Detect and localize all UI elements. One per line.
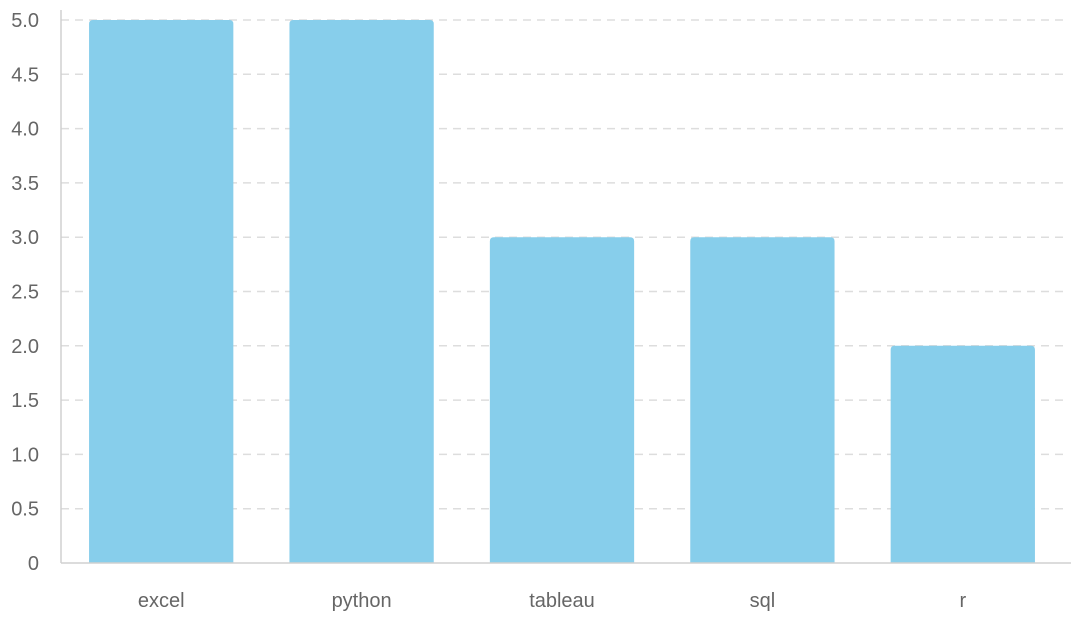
y-axis-ticks: 0 0.5 1.0 1.5 2.0 2.5 3.0 3.5 4.0 4.5 5.0: [11, 10, 39, 575]
axes: [60, 10, 1071, 564]
y-tick-label: 2.0: [11, 336, 39, 358]
y-tick-label: 1.5: [11, 390, 39, 412]
bars: [89, 20, 1035, 563]
bar-sql[interactable]: [690, 237, 835, 563]
bar-excel[interactable]: [89, 20, 234, 563]
x-tick-label: python: [332, 590, 392, 612]
y-tick-label: 3.0: [11, 227, 39, 249]
y-tick-label: 1.0: [11, 444, 39, 466]
bar-tableau[interactable]: [489, 237, 635, 563]
y-tick-label: 2.5: [11, 282, 39, 304]
x-tick-label: tableau: [529, 590, 595, 612]
y-tick-label: 0: [28, 553, 39, 575]
bar-r[interactable]: [890, 345, 1035, 563]
x-tick-label: r: [959, 590, 966, 612]
y-tick-label: 0.5: [11, 499, 39, 521]
y-tick-label: 5.0: [11, 10, 39, 32]
x-tick-label: excel: [138, 590, 185, 612]
y-tick-label: 3.5: [11, 173, 39, 195]
y-tick-label: 4.5: [11, 64, 39, 86]
x-axis-ticks: excel python tableau sql r: [138, 590, 967, 612]
x-tick-label: sql: [750, 590, 776, 612]
y-tick-label: 4.0: [11, 119, 39, 141]
bar-python[interactable]: [289, 20, 434, 563]
